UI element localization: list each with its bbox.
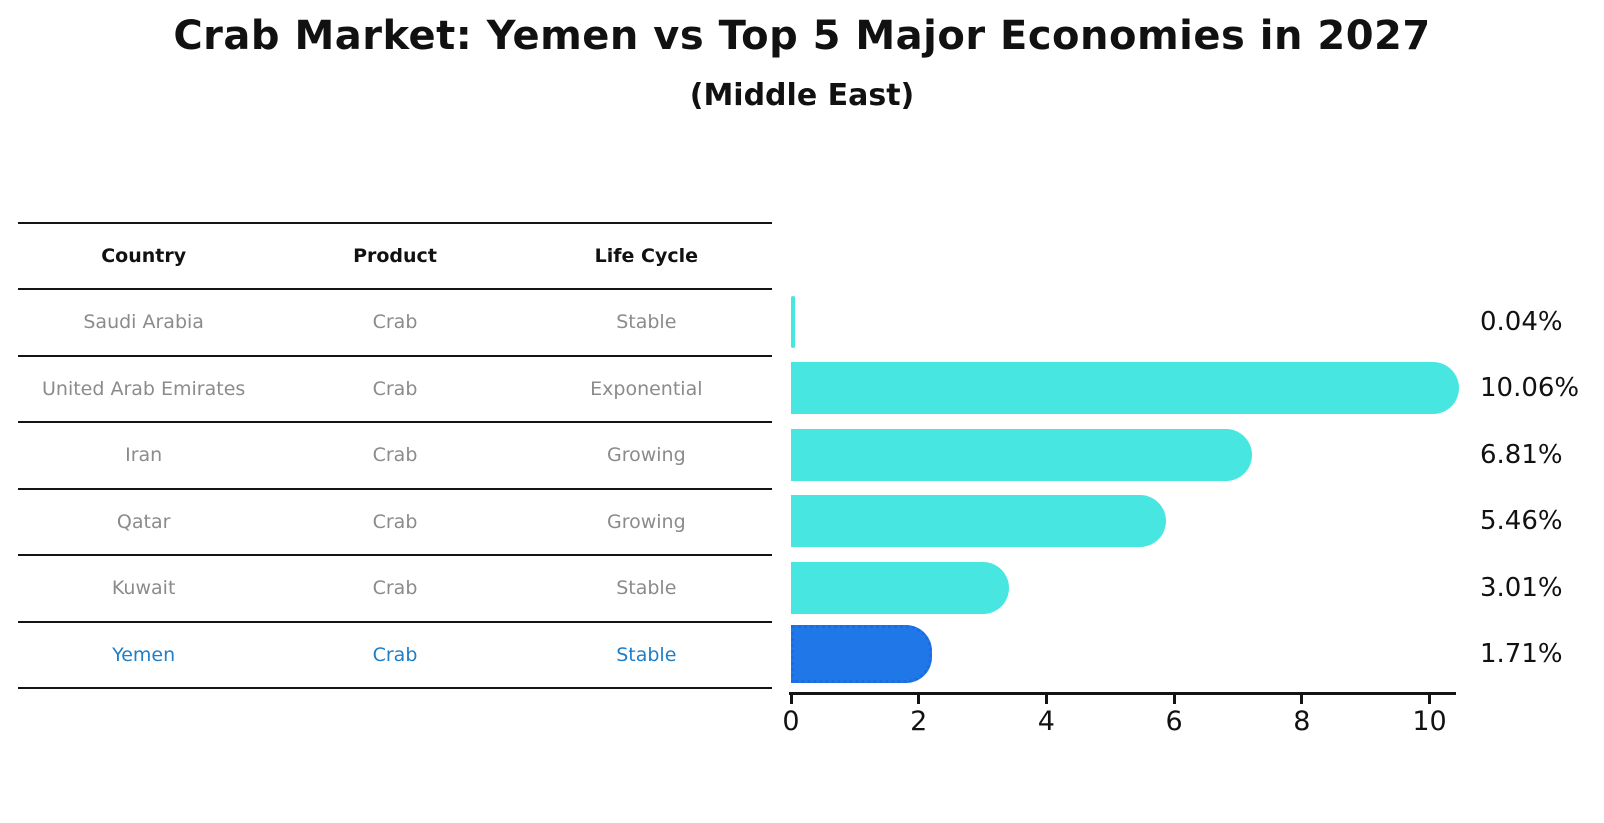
info-table: Country Product Life Cycle Saudi Arabia C…: [18, 222, 772, 689]
table-cell-product: Crab: [372, 643, 418, 666]
table-row: Kuwait Crab Stable: [18, 556, 772, 623]
table-cell-life-cycle: Exponential: [590, 377, 703, 400]
x-axis-tick: [1044, 695, 1048, 704]
table-cell-country: Yemen: [112, 643, 176, 666]
column-header-life-cycle: Life Cycle: [594, 245, 699, 267]
value-label: 5.46%: [1480, 506, 1563, 537]
x-axis-line: [789, 692, 1456, 695]
bar-kuwait: [791, 561, 1010, 614]
x-axis-tick-label: 10: [1412, 706, 1447, 737]
value-label: 10.06%: [1480, 373, 1580, 404]
table-header-row: Country Product Life Cycle: [18, 224, 772, 290]
table-row: Qatar Crab Growing: [18, 490, 772, 556]
table-cell-product: Crab: [372, 444, 418, 467]
chart-subtitle: (Middle East): [689, 78, 915, 113]
bar-united-arab-emirates: [791, 362, 1460, 415]
table-cell-life-cycle: Growing: [606, 510, 686, 533]
table-cell-country: United Arab Emirates: [42, 377, 246, 400]
value-label: 1.71%: [1480, 639, 1563, 670]
table-row: Saudi Arabia Crab Stable: [18, 290, 772, 357]
column-header-country: Country: [101, 245, 187, 267]
x-axis-tick: [789, 695, 793, 704]
table-cell-life-cycle: Growing: [606, 444, 686, 467]
x-axis-tick-label: 2: [910, 706, 928, 737]
table-cell-life-cycle: Stable: [616, 311, 677, 334]
x-axis-tick-label: 0: [782, 706, 800, 737]
x-axis-tick: [1300, 695, 1304, 704]
table-row: United Arab Emirates Crab Exponential: [18, 357, 772, 423]
x-axis-tick: [1172, 695, 1176, 704]
x-axis-tick: [917, 695, 921, 704]
bar-iran: [791, 428, 1252, 481]
table-row: Yemen Crab Stable: [18, 623, 772, 689]
table-cell-country: Kuwait: [111, 577, 176, 600]
x-axis-tick: [1428, 695, 1431, 704]
column-header-product: Product: [353, 245, 437, 267]
value-label: 3.01%: [1480, 572, 1563, 603]
table-cell-product: Crab: [372, 311, 418, 334]
bar-saudi-arabia: [791, 295, 795, 348]
table-cell-country: Saudi Arabia: [83, 311, 204, 334]
table-cell-country: Qatar: [116, 510, 171, 533]
table-cell-product: Crab: [372, 377, 418, 400]
x-axis-tick-label: 8: [1293, 706, 1311, 737]
x-axis-tick-label: 6: [1165, 706, 1183, 737]
bar-yemen: [791, 625, 933, 684]
table-cell-country: Iran: [125, 444, 163, 467]
x-axis-tick-label: 4: [1037, 706, 1055, 737]
table-body: Saudi Arabia Crab Stable United Arab Emirat…: [18, 290, 772, 689]
table-cell-life-cycle: Stable: [616, 577, 677, 600]
table-cell-life-cycle: Stable: [616, 643, 677, 666]
table-cell-product: Crab: [372, 577, 418, 600]
table-cell-product: Crab: [372, 510, 418, 533]
bar-qatar: [791, 495, 1166, 548]
chart-title: Crab Market: Yemen vs Top 5 Major Econom…: [173, 13, 1431, 59]
value-label: 0.04%: [1480, 306, 1563, 337]
value-label: 6.81%: [1480, 439, 1563, 470]
table-row: Iran Crab Growing: [18, 423, 772, 490]
